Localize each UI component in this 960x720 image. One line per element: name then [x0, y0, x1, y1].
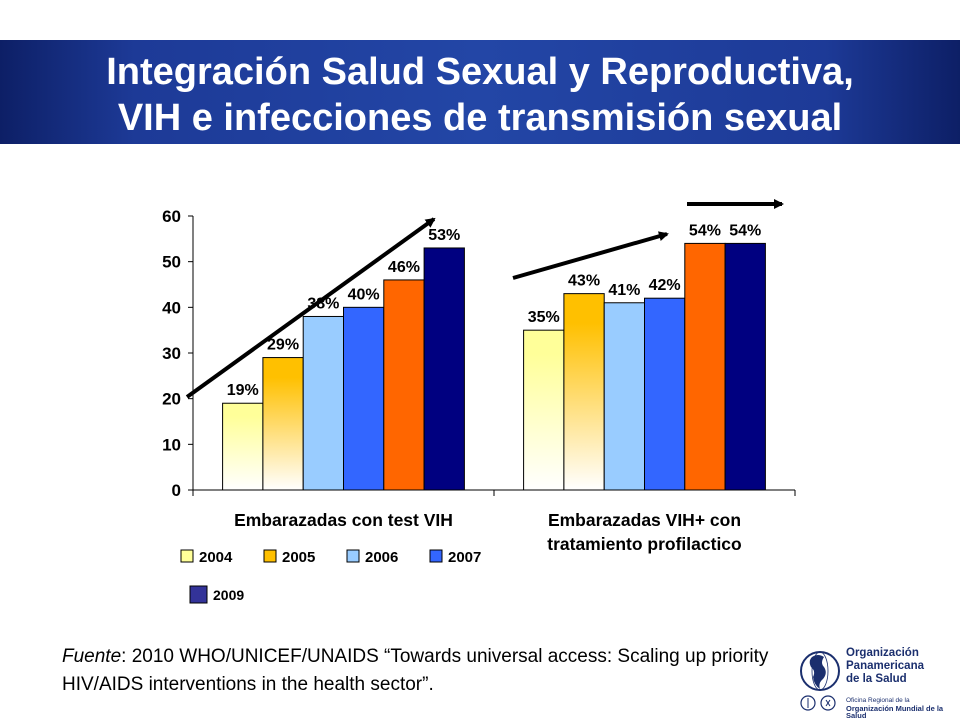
- legend-swatch: [189, 585, 208, 604]
- data-label: 19%: [227, 382, 259, 399]
- globe-icon: [800, 651, 840, 711]
- bar: [343, 306, 385, 491]
- legend-label: 2005: [282, 549, 315, 566]
- data-label: 43%: [568, 273, 600, 290]
- bar: [423, 247, 465, 491]
- title-line-2: VIH e infecciones de transmisión sexual: [117, 97, 843, 139]
- logo-name-line-3: de la Salud: [846, 673, 907, 685]
- y-tick-label: 10: [162, 435, 181, 454]
- legend-label: 2006: [365, 549, 398, 566]
- logo-sub-line-1: Oficina Regional de la: [846, 697, 910, 704]
- bar: [684, 242, 726, 491]
- y-tick-label: 0: [172, 481, 181, 500]
- trend-arrow: [185, 217, 436, 399]
- bar: [603, 302, 646, 491]
- category-label: Embarazadas VIH+ con: [548, 510, 741, 530]
- data-label: 35%: [528, 309, 560, 326]
- y-tick-label: 20: [162, 390, 181, 409]
- bar: [262, 357, 304, 491]
- source-note: Fuente: 2010 WHO/UNICEF/UNAIDS “Towards …: [62, 643, 782, 699]
- legend-swatch: [429, 549, 443, 563]
- title-banner: Integración Salud Sexual y Reproductiva,…: [0, 40, 960, 144]
- data-label: 46%: [388, 259, 420, 276]
- legend-label: 2007: [448, 549, 481, 566]
- logo-sub-line-2: Organización Mundial de la Salud: [846, 704, 944, 720]
- legend-label: 2004: [199, 549, 233, 566]
- bar: [644, 297, 686, 491]
- bar: [523, 329, 565, 491]
- data-label: 53%: [428, 227, 460, 244]
- title-line-1: Integración Salud Sexual y Reproductiva,: [106, 51, 854, 93]
- bar: [724, 242, 766, 491]
- y-tick-label: 30: [162, 344, 181, 363]
- y-tick-label: 40: [162, 298, 181, 317]
- legend-swatch: [346, 549, 360, 563]
- data-label: 54%: [689, 222, 721, 239]
- source-label: Fuente: [62, 646, 122, 667]
- data-label: 40%: [348, 286, 380, 303]
- data-label: 41%: [608, 282, 640, 299]
- bar: [383, 279, 425, 491]
- data-label: 42%: [649, 277, 681, 294]
- logo-name-line-1: Organización: [846, 647, 919, 659]
- bar: [222, 402, 264, 491]
- category-label: Embarazadas con test VIH: [234, 510, 453, 530]
- data-label: 29%: [267, 337, 299, 354]
- source-text: : 2010 WHO/UNICEF/UNAIDS “Towards univer…: [62, 646, 769, 695]
- data-label: 38%: [307, 295, 339, 312]
- category-label: tratamiento profilactico: [547, 534, 741, 554]
- bar: [302, 315, 345, 491]
- y-tick-label: 60: [162, 207, 181, 226]
- bar: [563, 293, 605, 491]
- legend-label: 2009: [213, 587, 244, 603]
- legend-swatch: [263, 549, 277, 563]
- logo-name-line-2: Panamericana: [846, 660, 924, 672]
- y-tick-label: 50: [162, 253, 181, 272]
- paho-logo: Organización Panamericana de la Salud Of…: [798, 645, 958, 719]
- trend-arrow: [512, 231, 669, 280]
- legend-swatch: [180, 549, 194, 563]
- data-label: 54%: [729, 222, 761, 239]
